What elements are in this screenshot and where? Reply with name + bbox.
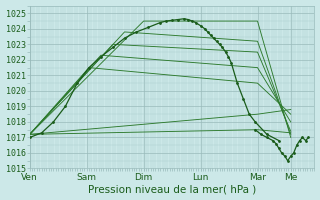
- X-axis label: Pression niveau de la mer( hPa ): Pression niveau de la mer( hPa ): [88, 184, 256, 194]
